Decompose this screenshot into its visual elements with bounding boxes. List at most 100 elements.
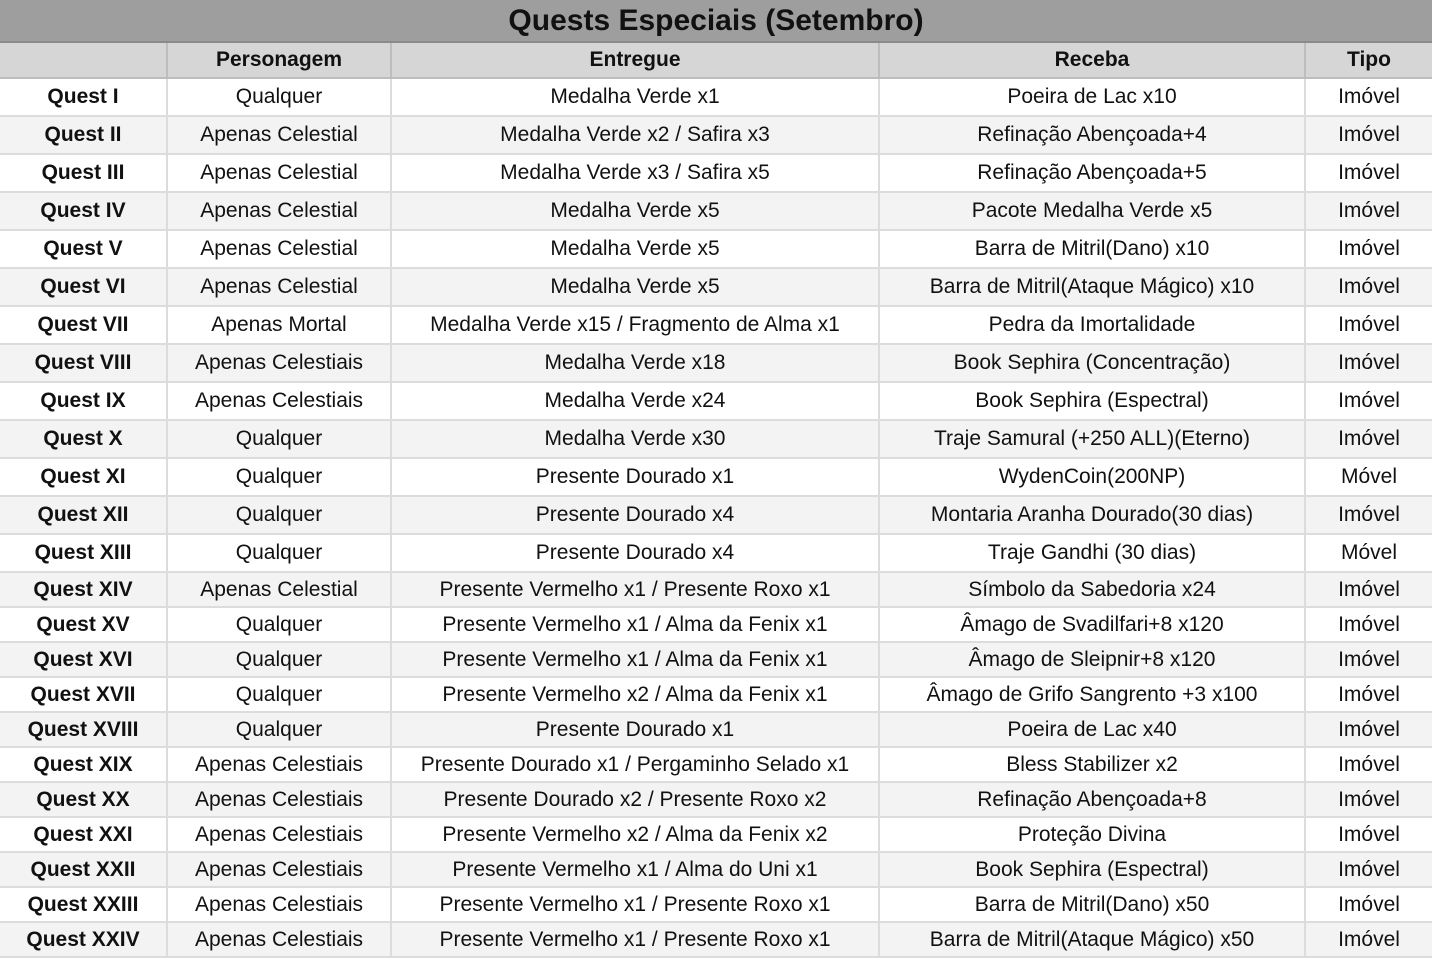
personagem-cell[interactable]: Apenas Celestial (167, 192, 392, 231)
receba-cell[interactable]: Âmago de Svadilfari+8 x120 (879, 607, 1306, 643)
receba-cell[interactable]: Book Sephira (Espectral) (879, 852, 1306, 888)
header-cell-personagem[interactable]: Personagem (167, 43, 392, 79)
personagem-cell[interactable]: Apenas Celestiais (167, 887, 392, 923)
personagem-cell[interactable]: Apenas Celestiais (167, 817, 392, 853)
personagem-cell[interactable]: Qualquer (167, 642, 392, 678)
quest-name-cell[interactable]: Quest XII (0, 496, 168, 535)
personagem-cell[interactable]: Qualquer (167, 712, 392, 748)
entregue-cell[interactable]: Presente Vermelho x2 / Alma da Fenix x1 (391, 677, 880, 713)
entregue-cell[interactable]: Presente Vermelho x1 / Alma da Fenix x1 (391, 607, 880, 643)
receba-cell[interactable]: Barra de Mitril(Ataque Mágico) x50 (879, 922, 1306, 958)
receba-cell[interactable]: Traje Samural (+250 ALL)(Eterno) (879, 420, 1306, 459)
tipo-cell[interactable]: Imóvel (1305, 922, 1432, 958)
receba-cell[interactable]: Símbolo da Sabedoria x24 (879, 572, 1306, 608)
tipo-cell[interactable]: Imóvel (1305, 420, 1432, 459)
receba-cell[interactable]: WydenCoin(200NP) (879, 458, 1306, 497)
receba-cell[interactable]: Âmago de Grifo Sangrento +3 x100 (879, 677, 1306, 713)
receba-cell[interactable]: Poeira de Lac x40 (879, 712, 1306, 748)
entregue-cell[interactable]: Presente Dourado x4 (391, 496, 880, 535)
quest-name-cell[interactable]: Quest XXIII (0, 887, 168, 923)
personagem-cell[interactable]: Apenas Celestiais (167, 922, 392, 958)
tipo-cell[interactable]: Móvel (1305, 458, 1432, 497)
entregue-cell[interactable]: Presente Vermelho x1 / Presente Roxo x1 (391, 922, 880, 958)
quest-name-cell[interactable]: Quest XV (0, 607, 168, 643)
tipo-cell[interactable]: Imóvel (1305, 268, 1432, 307)
receba-cell[interactable]: Bless Stabilizer x2 (879, 747, 1306, 783)
personagem-cell[interactable]: Apenas Celestiais (167, 852, 392, 888)
entregue-cell[interactable]: Medalha Verde x5 (391, 230, 880, 269)
receba-cell[interactable]: Poeira de Lac x10 (879, 78, 1306, 117)
tipo-cell[interactable]: Móvel (1305, 534, 1432, 573)
tipo-cell[interactable]: Imóvel (1305, 116, 1432, 155)
tipo-cell[interactable]: Imóvel (1305, 642, 1432, 678)
receba-cell[interactable]: Proteção Divina (879, 817, 1306, 853)
tipo-cell[interactable]: Imóvel (1305, 230, 1432, 269)
entregue-cell[interactable]: Presente Dourado x1 / Pergaminho Selado … (391, 747, 880, 783)
tipo-cell[interactable]: Imóvel (1305, 782, 1432, 818)
personagem-cell[interactable]: Apenas Celestiais (167, 382, 392, 421)
personagem-cell[interactable]: Qualquer (167, 496, 392, 535)
entregue-cell[interactable]: Presente Vermelho x1 / Presente Roxo x1 (391, 572, 880, 608)
personagem-cell[interactable]: Qualquer (167, 607, 392, 643)
quest-name-cell[interactable]: Quest XXI (0, 817, 168, 853)
entregue-cell[interactable]: Medalha Verde x30 (391, 420, 880, 459)
quest-name-cell[interactable]: Quest IV (0, 192, 168, 231)
tipo-cell[interactable]: Imóvel (1305, 607, 1432, 643)
tipo-cell[interactable]: Imóvel (1305, 306, 1432, 345)
quest-name-cell[interactable]: Quest IX (0, 382, 168, 421)
entregue-cell[interactable]: Medalha Verde x5 (391, 192, 880, 231)
tipo-cell[interactable]: Imóvel (1305, 572, 1432, 608)
quest-name-cell[interactable]: Quest XVI (0, 642, 168, 678)
receba-cell[interactable]: Book Sephira (Espectral) (879, 382, 1306, 421)
entregue-cell[interactable]: Presente Dourado x2 / Presente Roxo x2 (391, 782, 880, 818)
quest-name-cell[interactable]: Quest XIII (0, 534, 168, 573)
tipo-cell[interactable]: Imóvel (1305, 382, 1432, 421)
receba-cell[interactable]: Book Sephira (Concentração) (879, 344, 1306, 383)
quest-name-cell[interactable]: Quest XXII (0, 852, 168, 888)
quest-name-cell[interactable]: Quest VI (0, 268, 168, 307)
tipo-cell[interactable]: Imóvel (1305, 496, 1432, 535)
tipo-cell[interactable]: Imóvel (1305, 154, 1432, 193)
personagem-cell[interactable]: Qualquer (167, 420, 392, 459)
personagem-cell[interactable]: Apenas Celestial (167, 230, 392, 269)
entregue-cell[interactable]: Presente Vermelho x1 / Presente Roxo x1 (391, 887, 880, 923)
receba-cell[interactable]: Barra de Mitril(Dano) x10 (879, 230, 1306, 269)
receba-cell[interactable]: Pacote Medalha Verde x5 (879, 192, 1306, 231)
receba-cell[interactable]: Barra de Mitril(Dano) x50 (879, 887, 1306, 923)
tipo-cell[interactable]: Imóvel (1305, 712, 1432, 748)
entregue-cell[interactable]: Presente Vermelho x1 / Alma do Uni x1 (391, 852, 880, 888)
personagem-cell[interactable]: Qualquer (167, 677, 392, 713)
personagem-cell[interactable]: Qualquer (167, 78, 392, 117)
tipo-cell[interactable]: Imóvel (1305, 677, 1432, 713)
quest-name-cell[interactable]: Quest XVII (0, 677, 168, 713)
personagem-cell[interactable]: Apenas Celestial (167, 154, 392, 193)
quest-name-cell[interactable]: Quest XXIV (0, 922, 168, 958)
receba-cell[interactable]: Refinação Abençoada+5 (879, 154, 1306, 193)
personagem-cell[interactable]: Apenas Celestial (167, 572, 392, 608)
entregue-cell[interactable]: Presente Dourado x1 (391, 458, 880, 497)
header-cell-tipo[interactable]: Tipo (1305, 43, 1432, 79)
receba-cell[interactable]: Refinação Abençoada+8 (879, 782, 1306, 818)
entregue-cell[interactable]: Presente Dourado x1 (391, 712, 880, 748)
entregue-cell[interactable]: Medalha Verde x15 / Fragmento de Alma x1 (391, 306, 880, 345)
quest-name-cell[interactable]: Quest VII (0, 306, 168, 345)
tipo-cell[interactable]: Imóvel (1305, 817, 1432, 853)
entregue-cell[interactable]: Presente Dourado x4 (391, 534, 880, 573)
header-cell-entregue[interactable]: Entregue (391, 43, 880, 79)
quest-name-cell[interactable]: Quest VIII (0, 344, 168, 383)
personagem-cell[interactable]: Apenas Celestiais (167, 782, 392, 818)
personagem-cell[interactable]: Apenas Mortal (167, 306, 392, 345)
tipo-cell[interactable]: Imóvel (1305, 78, 1432, 117)
receba-cell[interactable]: Âmago de Sleipnir+8 x120 (879, 642, 1306, 678)
tipo-cell[interactable]: Imóvel (1305, 344, 1432, 383)
entregue-cell[interactable]: Medalha Verde x2 / Safira x3 (391, 116, 880, 155)
header-cell-quest[interactable] (0, 43, 168, 79)
entregue-cell[interactable]: Presente Vermelho x2 / Alma da Fenix x2 (391, 817, 880, 853)
entregue-cell[interactable]: Medalha Verde x5 (391, 268, 880, 307)
quest-name-cell[interactable]: Quest XIX (0, 747, 168, 783)
quest-name-cell[interactable]: Quest III (0, 154, 168, 193)
quest-name-cell[interactable]: Quest V (0, 230, 168, 269)
personagem-cell[interactable]: Apenas Celestial (167, 268, 392, 307)
quest-name-cell[interactable]: Quest XIV (0, 572, 168, 608)
entregue-cell[interactable]: Medalha Verde x3 / Safira x5 (391, 154, 880, 193)
